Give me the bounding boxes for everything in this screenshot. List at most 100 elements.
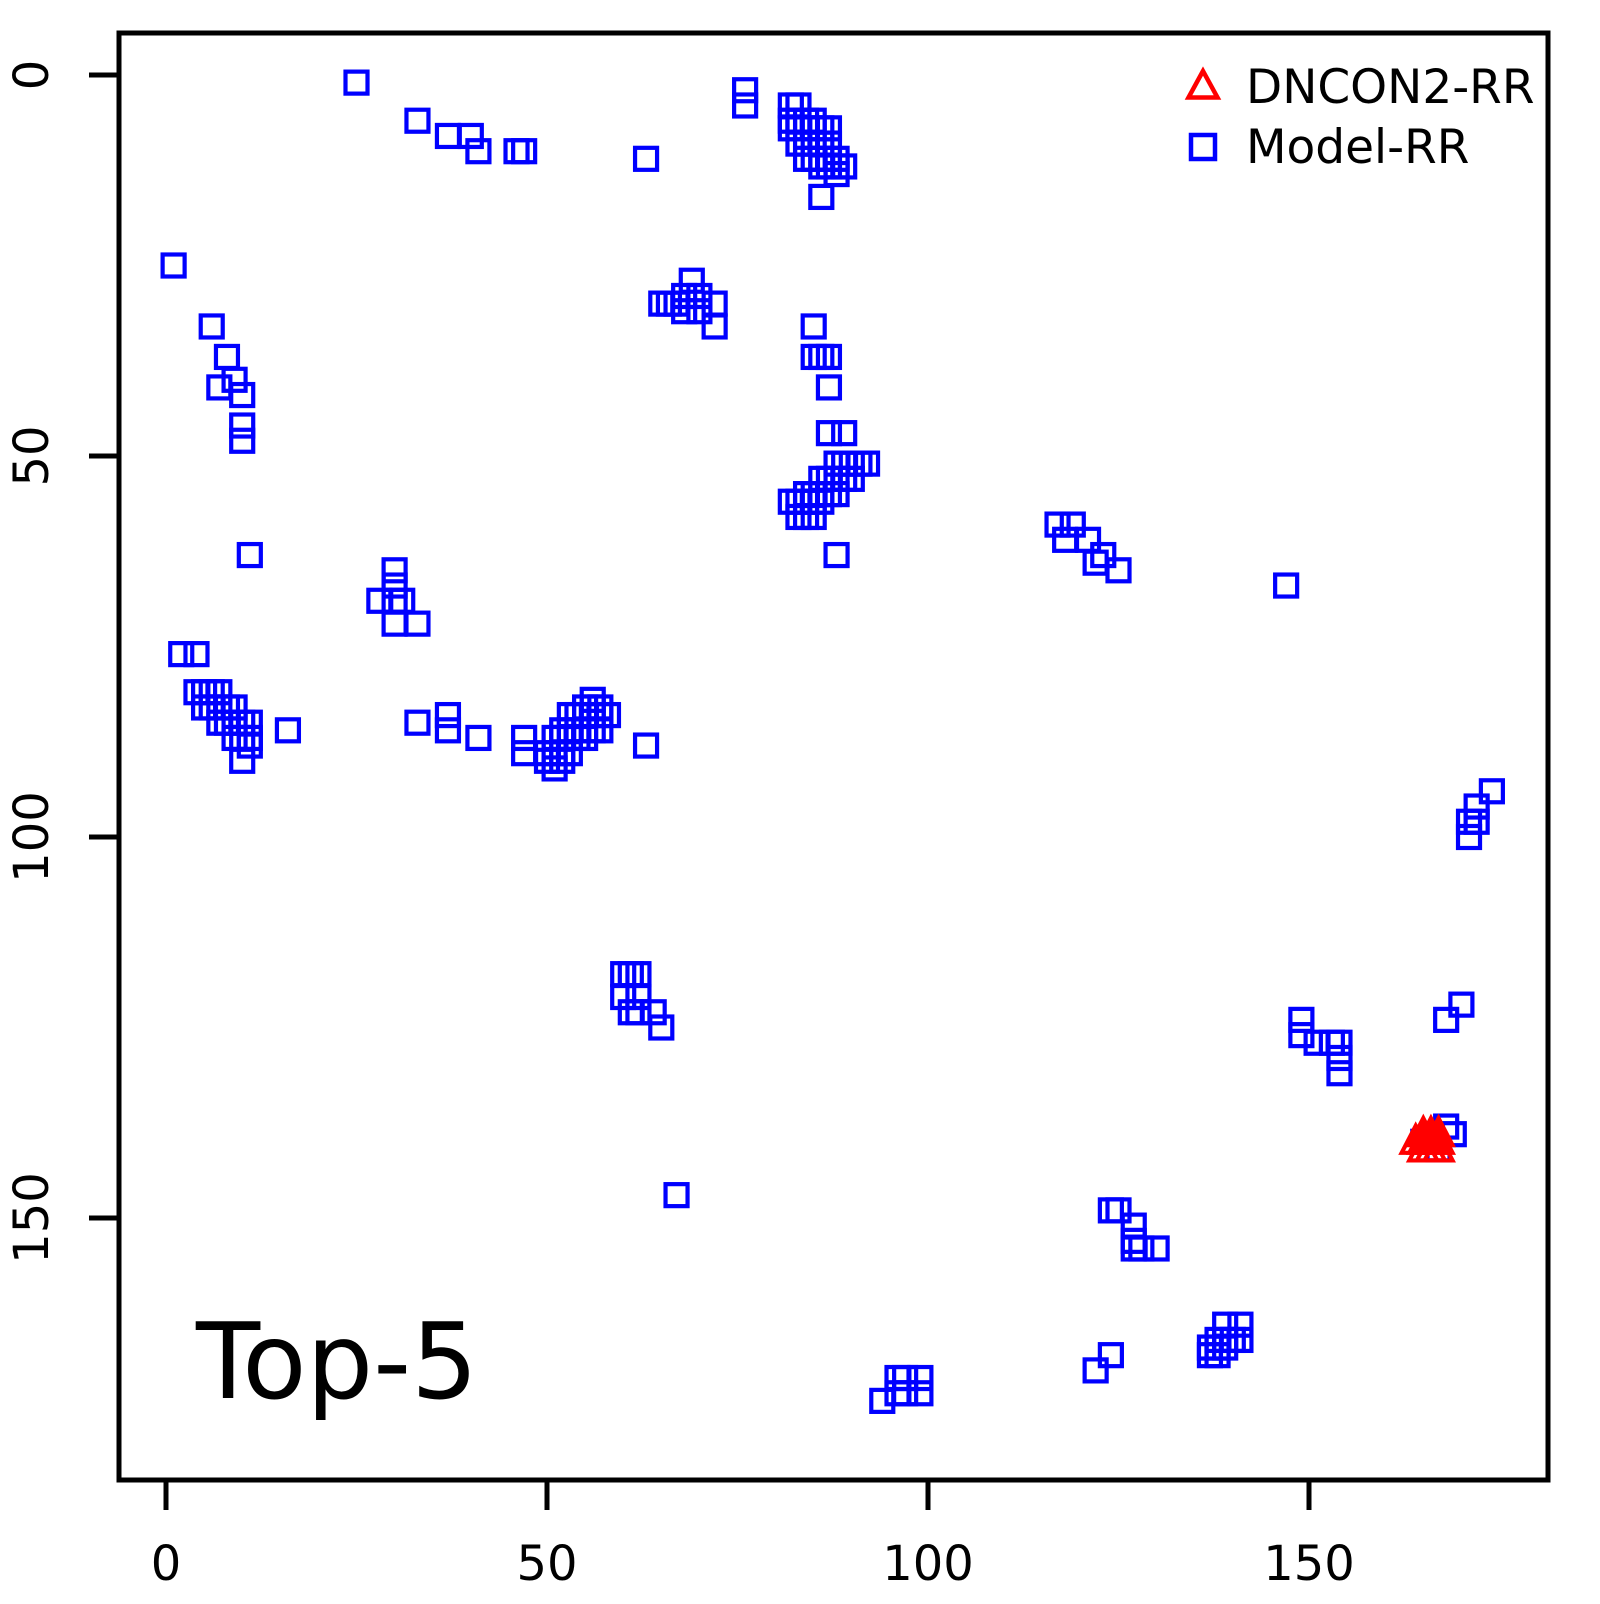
y-tick-label: 150 xyxy=(4,1172,60,1264)
plot-area xyxy=(119,33,1548,1480)
model-rr-point xyxy=(236,732,263,759)
model-rr-point xyxy=(1326,1029,1353,1056)
model-rr-point xyxy=(229,747,256,774)
legend-dncon2-label: DNCON2-RR xyxy=(1246,60,1535,115)
model-rr-point xyxy=(1204,1342,1231,1369)
model-rr-point xyxy=(541,755,568,782)
x-tick-label: 100 xyxy=(882,1536,974,1592)
model-rr-point xyxy=(640,999,667,1026)
model-rr-point xyxy=(1105,1197,1132,1224)
model-rr-point xyxy=(815,343,843,371)
model-rr-point xyxy=(625,983,652,1011)
model-rr-point xyxy=(853,450,881,477)
model-rr-point xyxy=(594,701,622,729)
model-rr-point xyxy=(1227,1311,1254,1338)
model-rr-point xyxy=(701,313,728,340)
y-tick-label: 50 xyxy=(4,425,60,486)
model-rr-point xyxy=(434,717,462,744)
model-rr-point xyxy=(838,465,865,492)
model-rr-point xyxy=(610,983,637,1011)
model-rr-point xyxy=(800,313,827,340)
model-rr-point xyxy=(274,717,302,744)
plot-title: Top-5 xyxy=(195,1301,478,1423)
model-rr-point xyxy=(1082,1357,1109,1384)
model-rr-point xyxy=(160,252,187,279)
model-rr-point xyxy=(229,427,256,454)
model-rr-point xyxy=(632,732,660,759)
model-rr-point xyxy=(511,138,538,165)
model-rr-point xyxy=(686,298,713,325)
model-rr-point xyxy=(732,77,759,104)
model-rr-point xyxy=(381,572,408,599)
model-rr-point xyxy=(823,160,850,188)
model-rr-point xyxy=(457,122,484,150)
model-rr-point xyxy=(183,641,210,668)
model-rr-point xyxy=(1128,1235,1155,1262)
model-rr-point xyxy=(343,69,370,96)
model-rr-point xyxy=(907,1380,934,1407)
model-rr-point xyxy=(434,701,462,729)
model-rr-point xyxy=(198,313,225,340)
model-rr-point xyxy=(168,641,195,668)
model-rr-point xyxy=(1478,778,1505,805)
model-rr-point xyxy=(404,709,431,736)
model-rr-point xyxy=(1273,572,1300,599)
model-rr-point xyxy=(1044,511,1071,538)
model-rr-point xyxy=(1105,557,1132,584)
model-rr-point xyxy=(671,298,698,325)
legend: DNCON2-RR Model-RR xyxy=(1184,60,1535,175)
x-tick-label: 50 xyxy=(516,1536,577,1592)
model-rr-point xyxy=(533,747,561,774)
model-rr-point xyxy=(663,1182,690,1209)
model-rr-point xyxy=(1433,1006,1460,1033)
model-rr-point xyxy=(869,1387,896,1414)
model-rr-point xyxy=(1090,541,1117,569)
model-rr-point xyxy=(648,1014,675,1041)
dncon2-rr-point xyxy=(1421,1121,1456,1155)
legend-dncon2-triangle-icon xyxy=(1184,66,1222,100)
model-rr-points-layer xyxy=(160,69,1505,1414)
model-rr-point xyxy=(823,541,850,569)
model-rr-point xyxy=(206,679,233,706)
legend-model-square-icon xyxy=(1188,132,1218,162)
model-rr-point xyxy=(236,541,263,569)
model-rr-point xyxy=(1143,1235,1170,1262)
model-rr-point xyxy=(1212,1334,1239,1361)
y-tick-label: 0 xyxy=(4,60,60,91)
model-rr-point xyxy=(571,724,599,752)
model-rr-point xyxy=(625,999,652,1026)
model-rr-point xyxy=(808,183,835,211)
model-rr-point xyxy=(808,488,835,515)
model-rr-point xyxy=(1326,1044,1353,1072)
y-tick-label: 100 xyxy=(4,791,60,883)
model-rr-point xyxy=(229,381,256,409)
dncon2-rr-points-layer xyxy=(1398,1113,1456,1163)
model-rr-point xyxy=(892,1364,919,1392)
model-rr-point xyxy=(404,610,431,637)
model-rr-point xyxy=(1463,808,1490,835)
model-rr-point xyxy=(1288,1006,1315,1033)
model-rr-point xyxy=(815,115,843,142)
model-rr-point xyxy=(465,724,492,752)
model-rr-point xyxy=(1448,991,1475,1018)
x-tick-label: 0 xyxy=(151,1536,182,1592)
model-rr-point xyxy=(465,138,492,165)
model-rr-point xyxy=(1097,1342,1124,1369)
model-rr-point xyxy=(815,420,843,447)
x-axis: 0 50 100 150 xyxy=(151,1480,1355,1592)
model-rr-point xyxy=(1059,511,1086,538)
model-rr-point xyxy=(229,412,256,439)
model-rr-point xyxy=(404,107,431,134)
plot-border xyxy=(116,30,1551,1483)
legend-model-label: Model-RR xyxy=(1246,120,1469,175)
model-rr-point xyxy=(831,153,858,180)
model-rr-point xyxy=(632,145,660,172)
model-rr-point xyxy=(1463,793,1490,820)
model-rr-point xyxy=(221,694,248,721)
x-tick-label: 150 xyxy=(1263,1536,1355,1592)
model-rr-point xyxy=(800,503,827,531)
model-rr-point xyxy=(732,92,759,119)
model-rr-point xyxy=(511,724,538,752)
